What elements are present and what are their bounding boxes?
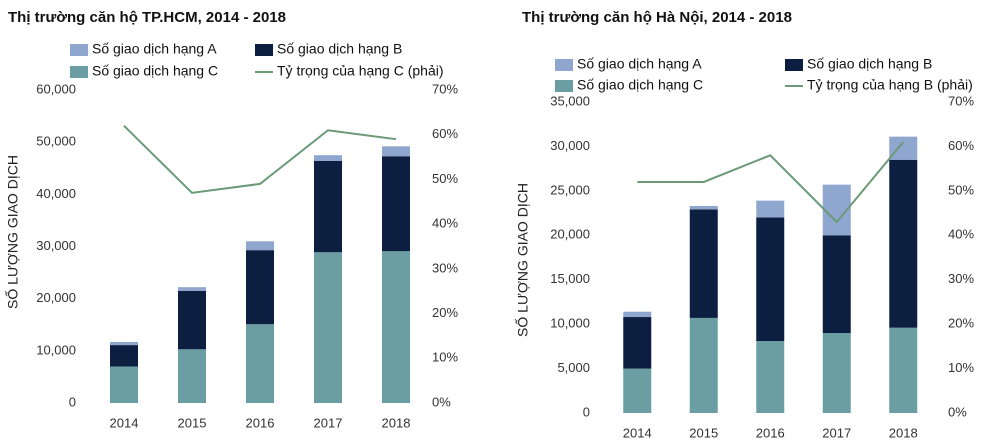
y2-tick-label: 20% [432, 305, 458, 320]
y-tick-label: 50,000 [36, 134, 76, 149]
legend-label: Số giao dịch hạng C [577, 77, 703, 93]
bar-segment [689, 317, 718, 413]
legend-label: Số giao dịch hạng B [277, 41, 402, 57]
bar-segment [178, 349, 206, 403]
bar-segment [623, 311, 652, 318]
bar-segment [382, 146, 410, 157]
legend-swatch [70, 66, 88, 78]
y2-tick-label: 40% [432, 216, 458, 231]
x-tick-label: 2015 [178, 415, 207, 430]
y2-tick-label: 30% [432, 260, 458, 275]
chart-title: Thị trường căn hộ TP.HCM, 2014 - 2018 [8, 9, 286, 26]
legend-label: Số giao dịch hạng B [807, 56, 932, 72]
x-tick-label: 2017 [314, 415, 343, 430]
bar-segment [246, 241, 274, 251]
bar-segment [822, 235, 851, 334]
bar-segment [110, 345, 138, 367]
y2-tick-label: 40% [948, 227, 974, 242]
x-tick-label: 2016 [756, 425, 785, 440]
bar-segment [889, 159, 918, 328]
bar-segment [382, 156, 410, 252]
y-tick-label: 35,000 [550, 93, 590, 108]
y2-tick-label: 20% [948, 316, 974, 331]
y2-tick-label: 50% [432, 171, 458, 186]
y-tick-label: 25,000 [550, 182, 590, 197]
bar-segment [623, 317, 652, 369]
y-tick-label: 5,000 [557, 360, 590, 375]
y-tick-label: 10,000 [36, 342, 76, 357]
y2-tick-label: 10% [948, 360, 974, 375]
y-tick-label: 40,000 [36, 186, 76, 201]
legend-swatch [555, 59, 573, 71]
bar-segment [822, 333, 851, 413]
x-tick-label: 2018 [382, 415, 411, 430]
legend-swatch [785, 59, 803, 71]
y-axis-title: SỐ LƯỢNG GIAO DỊCH [4, 155, 21, 309]
line-series [123, 125, 397, 194]
legend-label: Tỷ trọng của hạng C (phải) [277, 63, 444, 79]
bar-segment [314, 252, 342, 403]
y2-tick-label: 70% [948, 93, 974, 108]
legend-swatch [555, 80, 573, 92]
x-tick-label: 2015 [689, 425, 718, 440]
legend-swatch [70, 44, 88, 56]
y2-tick-label: 70% [432, 81, 458, 96]
line-series [637, 141, 905, 224]
bar-segment [889, 136, 918, 160]
x-tick-label: 2017 [822, 425, 851, 440]
y-tick-label: 30,000 [36, 238, 76, 253]
y-tick-label: 0 [583, 404, 590, 419]
bar-segment [178, 287, 206, 291]
legend-label: Tỷ trọng của hạng B (phải) [807, 77, 973, 93]
bar-segment [889, 327, 918, 413]
y2-tick-label: 50% [948, 182, 974, 197]
y2-tick-label: 30% [948, 271, 974, 286]
chart-title: Thị trường căn hộ Hà Nội, 2014 - 2018 [522, 9, 792, 26]
y-tick-label: 30,000 [550, 138, 590, 153]
y2-tick-label: 0% [432, 394, 451, 409]
legend-label: Số giao dịch hạng A [577, 56, 702, 72]
y2-tick-label: 60% [432, 126, 458, 141]
bar-segment [314, 155, 342, 161]
y2-tick-label: 10% [432, 350, 458, 365]
legend-swatch [255, 44, 273, 56]
bar-segment [246, 324, 274, 403]
x-tick-label: 2014 [110, 415, 139, 430]
bar-segment [756, 217, 785, 342]
bar-segment [756, 200, 785, 218]
legend-label: Số giao dịch hạng A [92, 41, 217, 57]
y-tick-label: 60,000 [36, 81, 76, 96]
x-tick-label: 2014 [623, 425, 652, 440]
y-tick-label: 20,000 [550, 227, 590, 242]
bar-segment [623, 368, 652, 413]
y-tick-label: 0 [69, 394, 76, 409]
legend-label: Số giao dịch hạng C [92, 63, 218, 79]
y-axis-title: SỐ LƯỢNG GIAO DỊCH [514, 183, 531, 337]
x-tick-label: 2016 [246, 415, 275, 430]
bar-segment [178, 290, 206, 350]
y-tick-label: 15,000 [550, 271, 590, 286]
bar-segment [756, 341, 785, 413]
y2-tick-label: 0% [948, 404, 967, 419]
bar-segment [246, 250, 274, 325]
bar-segment [689, 205, 718, 210]
bar-segment [110, 341, 138, 346]
x-tick-label: 2018 [889, 425, 918, 440]
bar-segment [314, 160, 342, 253]
bar-segment [110, 366, 138, 403]
y-tick-label: 20,000 [36, 290, 76, 305]
bar-segment [689, 209, 718, 318]
bar-segment [382, 251, 410, 403]
y-tick-label: 10,000 [550, 316, 590, 331]
y2-tick-label: 60% [948, 138, 974, 153]
